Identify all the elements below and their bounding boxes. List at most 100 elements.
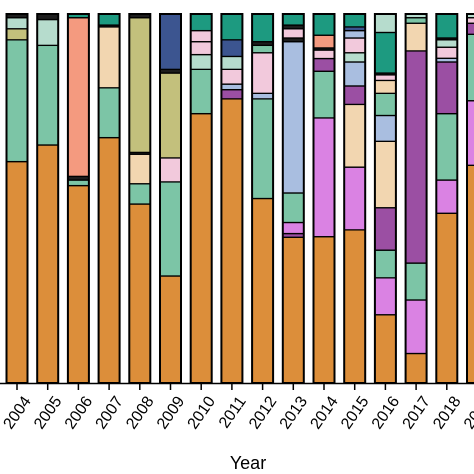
bar-segment-2013-6 — [282, 28, 305, 39]
bar-segment-2013-2 — [282, 221, 305, 235]
bar-segment-2017-1 — [404, 299, 428, 355]
bar-segment-2009-2 — [159, 157, 182, 183]
bar-segment-2016-11 — [374, 13, 397, 34]
bar-segment-2017-4 — [404, 22, 428, 52]
bar-segment-2018-2 — [435, 112, 458, 181]
x-tick-label-2018: 2018 — [430, 393, 464, 432]
bar-segment-2007-4 — [97, 13, 121, 26]
x-tick-label-2011: 2011 — [216, 393, 250, 431]
bar-segment-2014-7 — [312, 13, 336, 36]
bar-segment-2004-0 — [5, 160, 29, 384]
x-axis-label: Year — [230, 453, 266, 473]
bar-segment-2012-1 — [251, 98, 274, 200]
bar-segment-2011-3 — [220, 68, 244, 85]
bar-segment-2016-1 — [374, 277, 397, 316]
bar-segment-2012-3 — [251, 52, 274, 94]
bar-segment-2016-8 — [374, 74, 397, 82]
bar-segment-2014-6 — [312, 34, 336, 49]
bar-segment-2004-3 — [5, 17, 29, 30]
x-tick-label-2008: 2008 — [123, 393, 157, 432]
bar-segment-2005-1 — [36, 44, 59, 146]
bar-segment-2018-5 — [435, 46, 458, 59]
bar-segment-2015-5 — [343, 52, 366, 63]
bar-segment-2010-2 — [190, 53, 213, 71]
bar-segment-2011-5 — [220, 39, 244, 58]
bar-segment-2015-6 — [343, 37, 366, 54]
bar-segment-2010-0 — [190, 112, 213, 384]
bar-segment-2008-2 — [128, 153, 151, 185]
x-tick-label-2006: 2006 — [62, 393, 96, 432]
bar-segment-2016-0 — [374, 314, 397, 384]
bar-segment-2016-3 — [374, 207, 397, 251]
bar-segment-2010-1 — [190, 68, 213, 115]
bar-segment-2018-6 — [435, 39, 458, 48]
bar-segment-2018-8 — [435, 13, 458, 39]
bar-segment-2006-1 — [67, 179, 90, 187]
bar-segment-2008-0 — [128, 203, 151, 384]
bar-segment-2011-4 — [220, 55, 244, 70]
bar-segment-2007-0 — [97, 136, 121, 384]
x-tick-label-2007: 2007 — [93, 393, 127, 432]
bar-segment-2010-5 — [190, 13, 213, 32]
bar-segment-2016-10 — [374, 31, 397, 74]
bar-segment-2008-4 — [128, 17, 151, 154]
bar-segment-2019-1 — [466, 100, 474, 166]
bar-segment-2006-0 — [67, 184, 90, 384]
bar-segment-2005-0 — [36, 144, 59, 384]
bar-segment-2013-3 — [282, 192, 305, 224]
bar-segment-2017-5 — [404, 17, 428, 24]
x-tick-label-2013: 2013 — [277, 393, 311, 432]
x-tick-label-2004: 2004 — [0, 393, 34, 432]
bar-segment-2011-6 — [220, 13, 244, 41]
bar-segment-2017-0 — [404, 352, 428, 384]
bar-segment-2004-1 — [5, 39, 29, 163]
bar-segment-2013-0 — [282, 236, 305, 384]
x-tick-label-2016: 2016 — [369, 393, 403, 432]
bar-segment-2014-4 — [312, 49, 336, 60]
bar-segment-2014-1 — [312, 117, 336, 238]
bar-segment-2015-7 — [343, 29, 366, 39]
bar-segment-2013-4 — [282, 41, 305, 194]
bars-group — [5, 13, 474, 384]
x-tick-labels-group: 2004200520062007200820092010201120122013… — [0, 393, 474, 432]
bar-segment-2009-5 — [159, 13, 182, 70]
bar-segment-2015-2 — [343, 103, 366, 168]
bar-segment-2015-9 — [343, 13, 366, 28]
bar-segment-2007-1 — [97, 87, 121, 139]
bar-segment-2015-0 — [343, 229, 366, 384]
bar-segment-2017-2 — [404, 262, 428, 301]
bar-segment-2012-0 — [251, 197, 274, 384]
bar-segment-2008-1 — [128, 183, 151, 205]
x-tick-label-2012: 2012 — [246, 393, 280, 432]
bar-segment-2005-2 — [36, 18, 59, 47]
bar-outline-2019 — [466, 13, 474, 384]
bar-segment-2019-0 — [466, 164, 474, 384]
x-tick-label-2014: 2014 — [307, 393, 341, 432]
x-ticks-group — [16, 383, 448, 390]
bar-segment-2009-0 — [159, 275, 182, 384]
bar-segment-2016-2 — [374, 249, 397, 279]
bar-segment-2011-2 — [220, 83, 244, 91]
bar-segment-2015-3 — [343, 85, 366, 106]
bar-segment-2014-2 — [312, 70, 336, 119]
bar-segment-2019-3 — [466, 22, 474, 35]
bar-segment-2009-3 — [159, 72, 182, 159]
bar-segment-2012-2 — [251, 92, 274, 100]
bar-segment-2004-2 — [5, 28, 29, 41]
bar-segment-2007-2 — [97, 26, 121, 89]
bar-segment-2017-3 — [404, 50, 428, 264]
bar-segment-2018-3 — [435, 61, 458, 115]
bar-segment-2010-4 — [190, 29, 213, 43]
bar-segment-2009-1 — [159, 181, 182, 277]
bar-segment-2014-0 — [312, 236, 336, 384]
bar-segment-2016-6 — [374, 92, 397, 117]
bar-segment-2015-4 — [343, 61, 366, 87]
bar-segment-2010-3 — [190, 41, 213, 56]
bar-segment-2016-7 — [374, 79, 397, 94]
bar-segment-2015-1 — [343, 166, 366, 231]
bar-segment-2006-3 — [67, 17, 90, 178]
x-tick-label-2017: 2017 — [400, 393, 434, 432]
x-tick-label-2015: 2015 — [338, 393, 372, 432]
x-tick-label-2019: 2019 — [461, 393, 474, 432]
